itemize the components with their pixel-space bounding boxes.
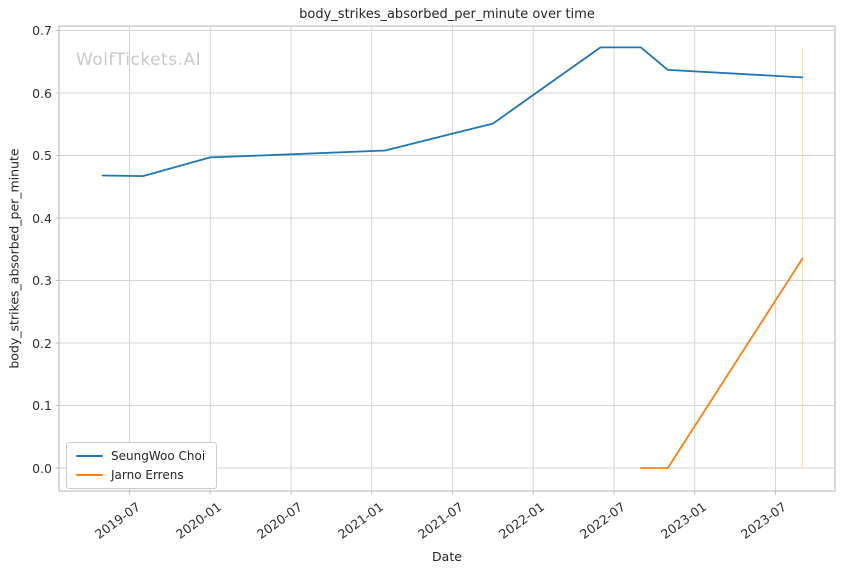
plot-border — [58, 25, 836, 492]
y-tick-label: 0.2 — [32, 335, 52, 351]
legend-label: SeungWoo Choi — [111, 449, 206, 463]
legend-item: Jarno Errens — [76, 468, 205, 482]
y-tick-label: 0.5 — [32, 148, 52, 163]
legend: SeungWoo Choi Jarno Errens — [66, 442, 218, 489]
chart-title: body_strikes_absorbed_per_minute over ti… — [299, 7, 595, 22]
legend-item: SeungWoo Choi — [76, 449, 205, 463]
y-axis-label-wrap: body_strikes_absorbed_per_minute — [0, 0, 28, 516]
y-tick-label: 0.1 — [32, 398, 52, 413]
series-line-jarno-errens — [640, 257, 804, 469]
y-tick-label: 0.0 — [32, 460, 52, 476]
y-tick-label: 0.6 — [32, 85, 52, 101]
legend-line-swatch — [76, 454, 103, 458]
legend-line-swatch — [76, 473, 103, 477]
series-line-seungwoo-choi — [101, 46, 804, 178]
y-tick-label: 0.3 — [32, 273, 52, 288]
legend-label: Jarno Errens — [111, 468, 184, 482]
watermark: WolfTickets.AI — [76, 50, 202, 70]
y-tick-label: 0.7 — [32, 23, 52, 38]
y-tick-label: 0.4 — [32, 210, 52, 226]
x-axis-label: Date — [432, 549, 462, 564]
